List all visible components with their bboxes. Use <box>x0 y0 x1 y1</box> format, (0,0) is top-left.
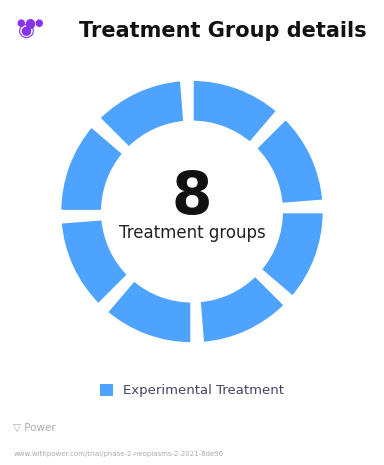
Wedge shape <box>106 279 192 344</box>
Text: Treatment groups: Treatment groups <box>119 224 265 242</box>
Wedge shape <box>192 79 278 144</box>
Wedge shape <box>60 126 124 212</box>
Text: ●: ● <box>17 18 25 28</box>
Text: ●: ● <box>25 16 35 29</box>
Text: ●: ● <box>34 18 43 28</box>
Wedge shape <box>255 118 324 205</box>
Text: 8: 8 <box>172 169 212 226</box>
Wedge shape <box>260 212 324 298</box>
Wedge shape <box>199 275 286 344</box>
Text: Treatment Group details: Treatment Group details <box>79 21 367 41</box>
Text: ◉: ◉ <box>18 21 35 40</box>
Text: ▽ Power: ▽ Power <box>13 423 56 433</box>
Wedge shape <box>60 219 129 305</box>
Text: www.withpower.com/trial/phase-2-neoplasms-2-2021-8de96: www.withpower.com/trial/phase-2-neoplasm… <box>13 451 224 457</box>
Wedge shape <box>98 80 185 148</box>
Legend: Experimental Treatment: Experimental Treatment <box>99 384 285 397</box>
